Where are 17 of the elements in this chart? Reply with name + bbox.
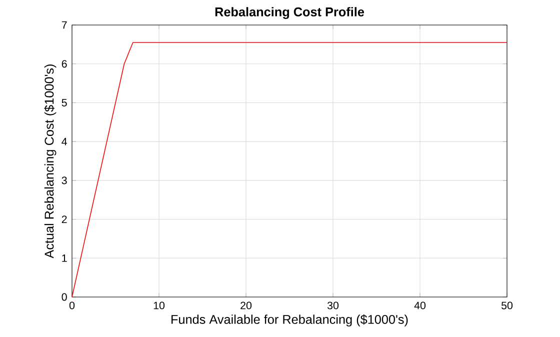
y-tick-label: 2 — [62, 216, 67, 224]
x-tick-label: 10 — [154, 302, 165, 310]
y-tick-label: 6 — [62, 60, 67, 68]
x-tick-label: 20 — [240, 302, 252, 310]
x-tick-label: 50 — [501, 302, 513, 310]
x-tick-label: 30 — [327, 302, 339, 310]
y-tick-label: 1 — [62, 254, 67, 262]
x-axis-title: Funds Available for Rebalancing ($1000's) — [172, 314, 408, 326]
y-tick-label: 5 — [62, 98, 67, 106]
x-tick-label: 0 — [69, 302, 75, 310]
x-tick-label: 40 — [414, 302, 426, 310]
y-tick-label: 3 — [62, 176, 67, 184]
y-tick-label: 0 — [62, 293, 67, 301]
y-tick-label: 4 — [62, 138, 67, 146]
y-tick-label: 7 — [62, 21, 67, 29]
chart-title: Rebalancing Cost Profile — [215, 7, 364, 19]
y-axis-title: Actual Rebalancing Cost ($1000's) — [44, 64, 56, 258]
